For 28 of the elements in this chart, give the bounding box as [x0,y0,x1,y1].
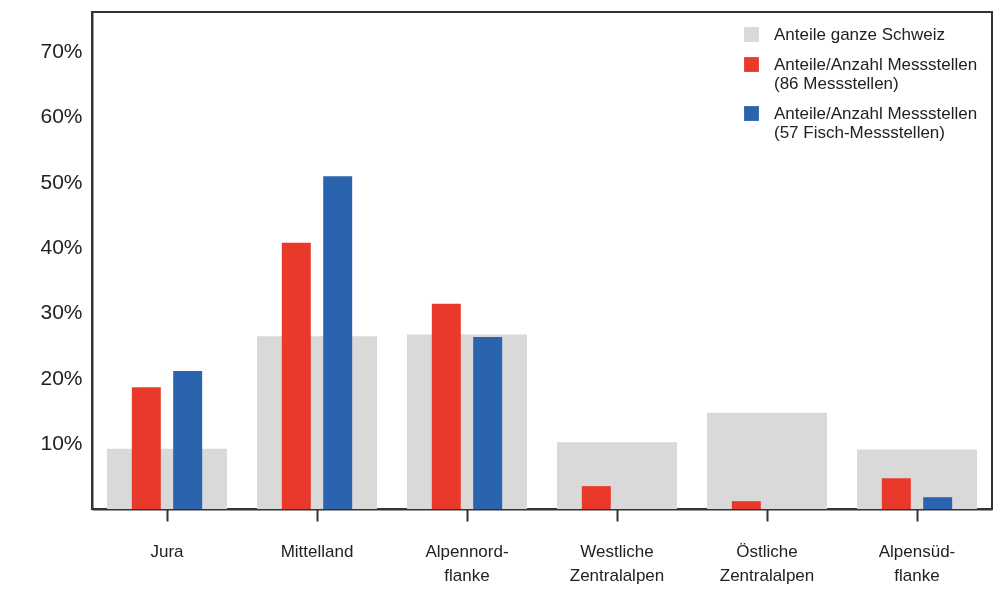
bar [323,176,353,509]
y-tick-label: 10% [40,431,83,455]
bar [131,387,161,509]
y-tick-label: 60% [40,104,83,128]
bar [731,501,761,509]
bar [281,242,311,509]
y-tick-label: 20% [40,365,83,389]
x-tick-label: Alpennord- flanke [425,541,509,585]
bar [881,478,911,509]
bar [431,303,461,509]
y-tick-label: 70% [40,38,83,62]
bar [923,497,953,509]
x-tick-label: Mittelland [280,541,354,561]
x-tick-label: Westliche Zentralalpen [569,541,665,585]
bar [473,337,503,509]
bar [173,371,203,509]
legend-label: Anteile/Anzahl Messstellen (57 Fisch-Messstellen) [774,103,978,142]
legend-label: Anteile/Anzahl Messstellen (86 Messstellen) [774,54,978,93]
legend-label: Anteile ganze Schweiz [774,24,946,44]
bar [557,442,677,509]
y-tick-label: 30% [40,300,83,324]
y-tick-label: 40% [40,234,83,258]
x-tick-label: Alpensüd- flanke [878,541,956,585]
x-tick-label: Östliche Zentralalpen [719,541,815,585]
bar [581,486,611,509]
y-tick-label: 50% [40,169,83,193]
x-tick-label: Jura [150,541,185,561]
bar [707,412,827,509]
